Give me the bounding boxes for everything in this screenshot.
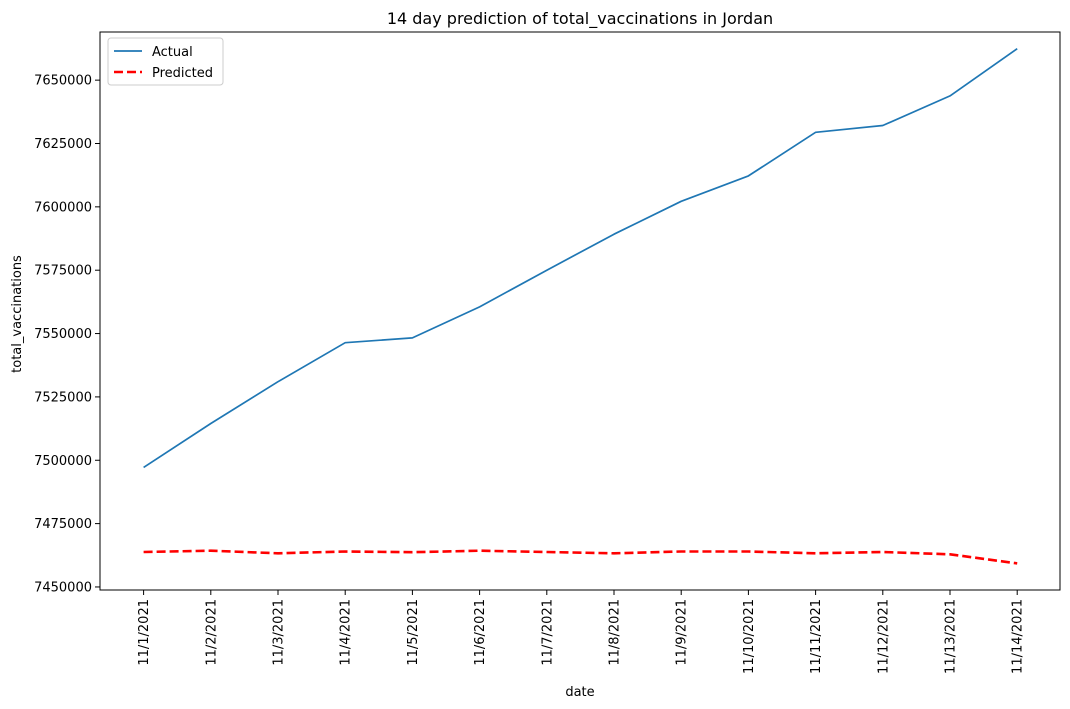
series-line-actual	[143, 48, 1018, 469]
x-tick-label: 11/9/2021	[675, 599, 690, 666]
x-tick-label: 11/10/2021	[742, 599, 757, 674]
y-tick-label: 7575000	[34, 264, 92, 279]
legend: Actual Predicted	[107, 37, 224, 86]
y-axis-label: total_vaccinations	[10, 255, 25, 373]
x-tick-label: 11/7/2021	[540, 599, 555, 666]
y-tick-label: 7625000	[34, 137, 92, 152]
y-tick-label: 7450000	[34, 580, 92, 595]
legend-label-actual: Actual	[152, 45, 193, 60]
y-tick-label: 7600000	[34, 200, 92, 215]
y-tick-label: 7500000	[34, 454, 92, 469]
y-tick-label: 7650000	[34, 74, 92, 89]
x-tick-label: 11/8/2021	[608, 599, 623, 666]
x-tick-label: 11/5/2021	[406, 599, 421, 666]
legend-label-predicted: Predicted	[152, 66, 213, 81]
x-tick-label: 11/2/2021	[204, 599, 219, 666]
x-tick-label: 11/13/2021	[944, 599, 959, 674]
x-axis-label: date	[565, 685, 594, 700]
y-tick-label: 7550000	[34, 327, 92, 342]
y-tick-label: 7475000	[34, 517, 92, 532]
x-tick-label: 11/3/2021	[272, 599, 287, 666]
plot-area: 7450000 7475000 7500000 7525000 7550000 75750…	[34, 31, 1061, 674]
legend-box	[107, 37, 224, 86]
series-line-predicted	[143, 549, 1018, 565]
axes-frame	[99, 31, 1061, 591]
x-tick-label: 11/14/2021	[1011, 599, 1026, 674]
chart-title: 14 day prediction of total_vaccinations …	[387, 9, 773, 29]
x-tick-label: 11/1/2021	[137, 599, 152, 666]
y-tick-label: 7525000	[34, 390, 92, 405]
x-tick-label: 11/6/2021	[473, 599, 488, 666]
x-tick-label: 11/11/2021	[809, 599, 824, 674]
x-tick-label: 11/12/2021	[876, 599, 891, 674]
x-tick-label: 11/4/2021	[339, 599, 354, 666]
